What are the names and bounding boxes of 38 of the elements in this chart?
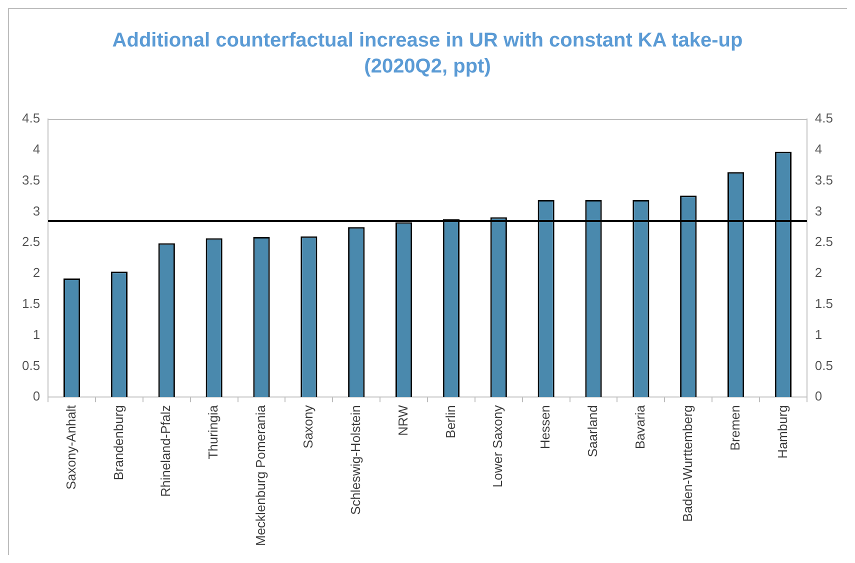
x-tick-label: Brandenburg bbox=[110, 405, 126, 480]
y-tick-label: 4.5 bbox=[22, 110, 40, 126]
x-tick-label: Hessen bbox=[538, 405, 553, 450]
x-tick-label: Berlin bbox=[442, 405, 458, 438]
y-tick-label: 1 bbox=[32, 326, 40, 342]
y-tick-label: 3 bbox=[32, 203, 40, 218]
x-tick-label: Mecklenburg Pomerania bbox=[253, 404, 268, 546]
chart-subtitle: (2020Q2, ppt) bbox=[364, 56, 491, 78]
y2-tick-label: 2 bbox=[814, 265, 822, 280]
chart-title: Additional counterfactual increase in UR with constant KA take-up bbox=[112, 30, 743, 52]
y2-tick-label: 1 bbox=[814, 326, 822, 342]
y2-tick-label: 1.5 bbox=[814, 296, 834, 311]
x-tick-label: Schleswig-Holstein bbox=[348, 405, 363, 515]
x-tick-label: Hamburg bbox=[774, 405, 790, 459]
y-tick-label: 0 bbox=[32, 388, 40, 404]
y-tick-label: 0.5 bbox=[22, 358, 40, 373]
x-tick-label: Rhineland-Pfalz bbox=[158, 405, 174, 497]
y2-tick-label: 3 bbox=[814, 203, 822, 218]
y2-tick-label: 0.5 bbox=[814, 358, 834, 373]
y-tick-label: 4 bbox=[32, 141, 40, 156]
x-tick-label: Bremen bbox=[727, 405, 742, 451]
x-tick-label: Baden-Wurttemberg bbox=[680, 405, 695, 522]
x-tick-label: Bavaria bbox=[632, 404, 648, 450]
y2-tick-label: 0 bbox=[814, 388, 822, 404]
y-tick-label: 2.5 bbox=[22, 234, 40, 250]
y2-tick-label: 2.5 bbox=[814, 234, 834, 250]
y-tick-label: 2 bbox=[32, 265, 40, 280]
x-tick-label: NRW bbox=[395, 404, 410, 436]
x-tick-label: Lower Saxony bbox=[490, 404, 506, 488]
x-tick-label: Thuringia bbox=[206, 404, 221, 460]
y2-tick-label: 4 bbox=[814, 141, 822, 156]
x-tick-label: Saxony bbox=[300, 404, 316, 448]
y2-tick-label: 3.5 bbox=[814, 172, 834, 188]
x-tick-label: Saxony-Anhalt bbox=[63, 404, 78, 490]
y2-tick-label: 4.5 bbox=[814, 110, 834, 126]
x-tick-label: Saarland bbox=[585, 405, 600, 458]
y-tick-label: 1.5 bbox=[22, 296, 40, 311]
y-tick-label: 3.5 bbox=[22, 172, 40, 188]
